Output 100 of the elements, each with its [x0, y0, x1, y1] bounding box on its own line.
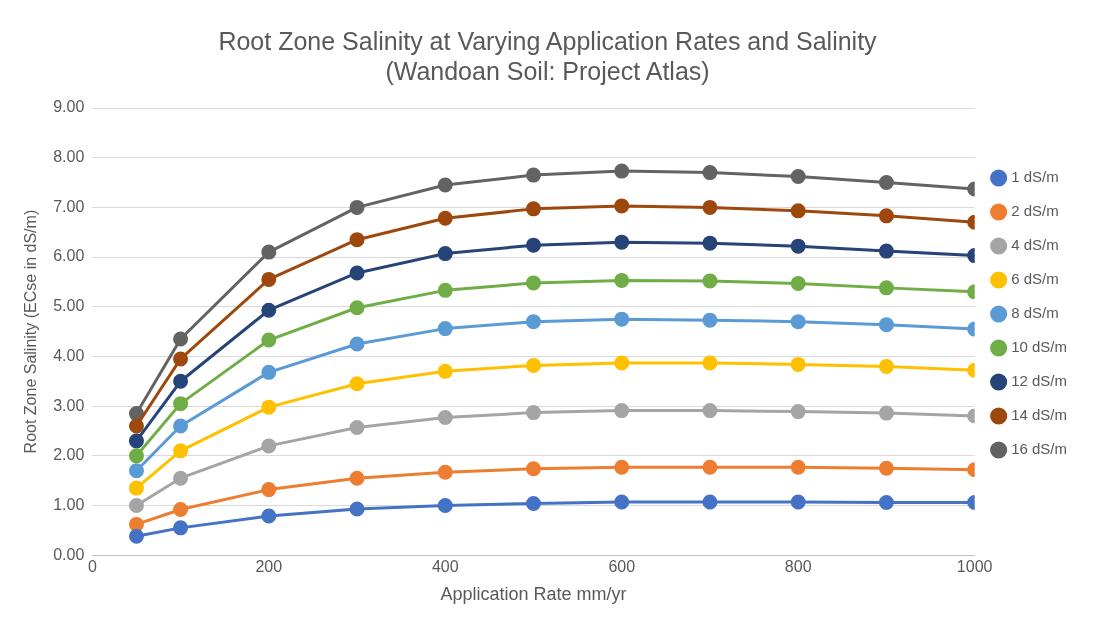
y-tick-label: 9.00	[53, 98, 85, 116]
point	[173, 396, 189, 412]
point	[437, 464, 453, 480]
point	[261, 271, 277, 287]
point	[702, 273, 718, 289]
y-tick-label: 3.00	[53, 396, 85, 414]
point	[349, 376, 365, 392]
point	[173, 501, 189, 517]
point	[790, 494, 806, 510]
point	[525, 237, 541, 253]
legend-label: 4 dS/m	[1011, 236, 1059, 254]
text: (Wandoan Soil: Project Atlas)	[385, 56, 710, 85]
x-tick-label: 0	[87, 558, 97, 576]
point	[878, 358, 894, 374]
point	[349, 420, 365, 435]
point	[878, 495, 894, 511]
point	[128, 463, 144, 479]
point	[790, 203, 806, 219]
legend-label: 12 dS/m	[1011, 372, 1068, 390]
point	[702, 403, 718, 419]
legend-label: 10 dS/m	[1011, 338, 1068, 356]
point	[128, 480, 144, 496]
point	[173, 331, 189, 347]
point	[878, 405, 894, 421]
legend-label: 14 dS/m	[1011, 406, 1068, 424]
x-tick-label: 800	[784, 558, 812, 576]
point	[261, 482, 277, 498]
legend-label: 2 dS/m	[1011, 202, 1059, 220]
point	[614, 459, 630, 475]
point	[261, 332, 277, 348]
point	[878, 208, 894, 224]
point	[437, 246, 453, 262]
point	[702, 235, 718, 251]
point	[702, 355, 718, 371]
point	[128, 406, 144, 422]
point	[437, 410, 453, 426]
point	[525, 461, 541, 477]
point	[878, 460, 894, 476]
y-tick-label: 0.00	[53, 545, 85, 563]
point	[702, 312, 718, 328]
point	[614, 272, 630, 288]
point	[525, 357, 541, 373]
point	[525, 405, 541, 421]
text: Root Zone Salinity at Varying Application Rates and Salinity	[218, 26, 877, 55]
point	[790, 459, 806, 475]
point	[790, 275, 806, 291]
point	[614, 311, 630, 327]
point	[128, 433, 144, 449]
y-tick-label: 6.00	[53, 247, 85, 265]
x-tick-label: 1000	[956, 558, 993, 576]
point	[261, 364, 277, 380]
point	[261, 244, 277, 260]
point	[614, 355, 630, 371]
point	[614, 163, 630, 179]
x-tick-label: 200	[255, 558, 283, 576]
legend-label: 1 dS/m	[1011, 168, 1059, 186]
point	[790, 169, 806, 185]
point	[173, 443, 189, 459]
point	[128, 418, 144, 434]
point	[702, 199, 718, 215]
point	[878, 317, 894, 333]
x-tick-label: 400	[431, 558, 459, 576]
point	[702, 165, 718, 181]
point	[525, 275, 541, 291]
point	[173, 373, 189, 389]
point	[525, 167, 541, 183]
point	[878, 175, 894, 191]
point	[349, 470, 365, 486]
point	[173, 351, 189, 367]
point	[614, 234, 630, 250]
point	[614, 494, 630, 510]
point	[878, 243, 894, 259]
point	[173, 418, 189, 434]
point	[614, 198, 630, 214]
y-tick-label: 1.00	[53, 495, 85, 513]
point	[173, 520, 189, 536]
point	[525, 201, 541, 217]
point	[349, 300, 365, 316]
y-tick-label: 2.00	[53, 446, 85, 464]
y-tick-label: 8.00	[53, 148, 85, 166]
point	[261, 302, 277, 318]
point	[349, 501, 365, 517]
point	[525, 496, 541, 512]
point	[437, 210, 453, 226]
point	[878, 280, 894, 296]
y-axis-title: Root Zone Salinity (ECse in dS/m)	[22, 209, 40, 454]
point	[437, 363, 453, 379]
x-axis-title: Application Rate mm/yr	[440, 584, 627, 605]
point	[702, 459, 718, 475]
point	[349, 265, 365, 281]
y-tick-label: 4.00	[53, 346, 85, 364]
point	[525, 314, 541, 330]
point	[261, 508, 277, 524]
legend-label: 8 dS/m	[1011, 304, 1059, 322]
point	[128, 516, 144, 532]
point	[261, 438, 277, 454]
y-tick-label: 5.00	[53, 297, 85, 315]
point	[349, 199, 365, 215]
point	[790, 314, 806, 330]
point	[261, 399, 277, 415]
